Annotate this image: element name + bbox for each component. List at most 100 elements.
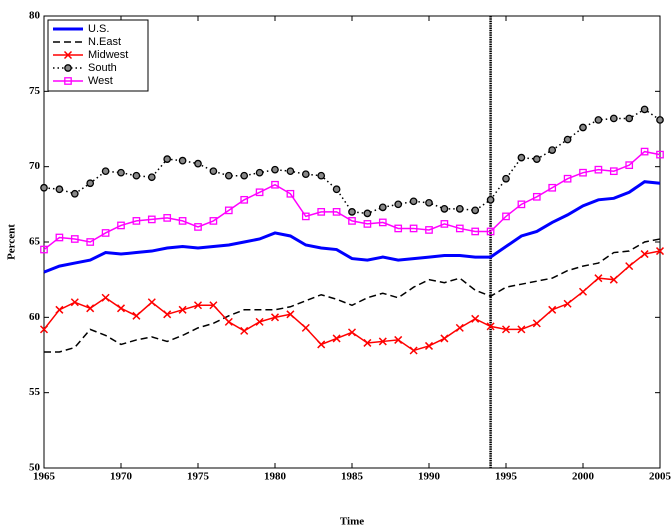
marker [301,323,310,332]
legend-label: N.East [88,36,121,48]
marker [363,220,372,228]
marker [471,227,480,236]
marker [532,155,541,163]
marker [609,167,618,176]
marker [255,168,264,177]
marker [286,167,295,176]
marker [609,275,618,284]
marker [424,341,434,350]
marker [240,195,249,204]
x-tick-label: 1980 [264,471,287,483]
marker [86,179,95,188]
marker [271,180,279,189]
series-line [44,238,661,353]
marker [255,188,264,197]
marker [101,229,110,237]
marker [147,298,156,307]
marker [548,305,557,314]
marker [39,325,49,334]
marker [440,334,449,343]
y-tick-label: 70 [29,160,41,172]
marker [655,247,665,256]
marker [502,212,510,221]
marker [55,233,64,242]
marker [163,155,172,163]
marker [625,161,634,170]
marker [224,317,233,326]
marker [64,77,72,85]
marker [348,217,356,225]
marker [486,322,495,331]
marker [101,167,110,176]
marker [240,171,249,180]
marker [271,165,279,174]
marker [363,338,372,347]
x-tick-label: 1990 [418,471,441,483]
marker [563,299,572,308]
y-tick-label: 65 [29,236,41,248]
marker [116,304,126,313]
marker [502,174,510,183]
marker [317,171,326,180]
x-tick-label: 1965 [33,471,56,483]
marker [625,262,634,271]
marker [455,205,464,213]
x-tick-label: 2005 [649,471,671,483]
marker [224,171,233,180]
x-axis-label: Time [340,516,364,528]
y-tick-label: 55 [29,386,41,398]
marker [132,217,141,225]
marker [317,208,326,216]
marker [193,301,203,310]
marker [455,323,464,332]
x-tick-label: 1985 [341,471,364,483]
marker [147,173,156,182]
marker [517,325,526,334]
marker [332,208,341,216]
marker [55,305,64,314]
legend-label: South [88,62,117,74]
marker [70,189,79,198]
series-line [43,108,661,215]
marker [409,224,418,233]
marker [163,214,172,222]
x-tick-label: 2000 [572,471,595,483]
y-tick-label: 50 [29,462,41,474]
marker [563,174,572,183]
marker [270,313,280,322]
marker [517,153,526,162]
marker [147,215,156,224]
series-line [43,250,661,352]
marker [178,305,187,314]
marker [394,335,403,344]
marker [209,301,218,310]
marker [486,227,495,236]
marker [378,203,387,212]
x-tick-label: 1995 [495,471,518,483]
marker [101,293,110,302]
marker [656,116,664,124]
marker [471,206,480,215]
marker [86,238,95,246]
marker [178,217,187,225]
marker [425,198,433,207]
marker [132,171,141,180]
marker [579,168,587,177]
marker [656,150,664,159]
marker [378,337,387,346]
marker [178,156,187,165]
marker [209,167,218,176]
marker [548,146,557,154]
marker [86,304,95,313]
marker [70,235,79,243]
x-tick-label: 1975 [187,471,210,483]
marker [117,221,125,230]
y-tick-label: 75 [29,85,41,97]
marker [64,64,72,72]
marker [578,287,588,296]
marker [640,147,649,156]
legend-label: U.S. [88,23,109,35]
marker [609,114,618,123]
